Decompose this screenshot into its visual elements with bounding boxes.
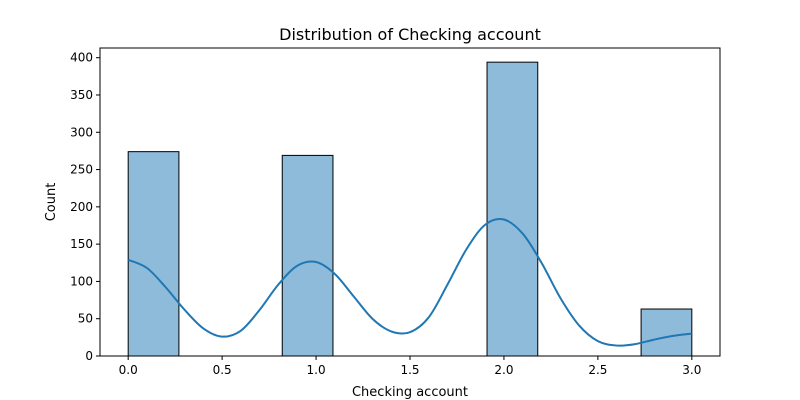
x-tick-label: 1.0	[307, 363, 326, 377]
histogram-bar-7	[486, 61, 539, 357]
y-tick-label: 250	[70, 163, 93, 177]
y-axis-label: Count	[44, 183, 59, 222]
y-tick-label: 50	[78, 312, 93, 326]
x-tick-label: 3.0	[682, 363, 701, 377]
y-tick-label: 300	[70, 125, 93, 139]
y-tick-label: 200	[70, 200, 93, 214]
chart-title: Distribution of Checking account	[279, 25, 541, 44]
histogram-bar-10	[640, 308, 693, 357]
x-axis: 0.0 0.5 1.0 1.5 2.0 2.5 3.0	[119, 356, 701, 377]
y-axis: 0 50 100 150 200 250 300 350 400	[70, 51, 100, 363]
x-axis-label: Checking account	[352, 385, 468, 400]
y-tick-label: 0	[85, 349, 93, 363]
x-tick-label: 2.0	[494, 363, 513, 377]
y-tick-label: 400	[70, 51, 93, 65]
x-tick-label: 0.0	[119, 363, 138, 377]
x-tick-label: 0.5	[213, 363, 232, 377]
y-tick-label: 150	[70, 237, 93, 251]
kde-line	[127, 218, 692, 347]
histogram-bar-3	[281, 154, 334, 357]
bars-layer	[127, 61, 693, 357]
histogram-bar-0	[127, 151, 180, 357]
plot-frame	[99, 47, 721, 357]
x-tick-label: 1.5	[400, 363, 419, 377]
x-tick-label: 2.5	[588, 363, 607, 377]
y-tick-label: 350	[70, 88, 93, 102]
y-tick-label: 100	[70, 274, 93, 288]
